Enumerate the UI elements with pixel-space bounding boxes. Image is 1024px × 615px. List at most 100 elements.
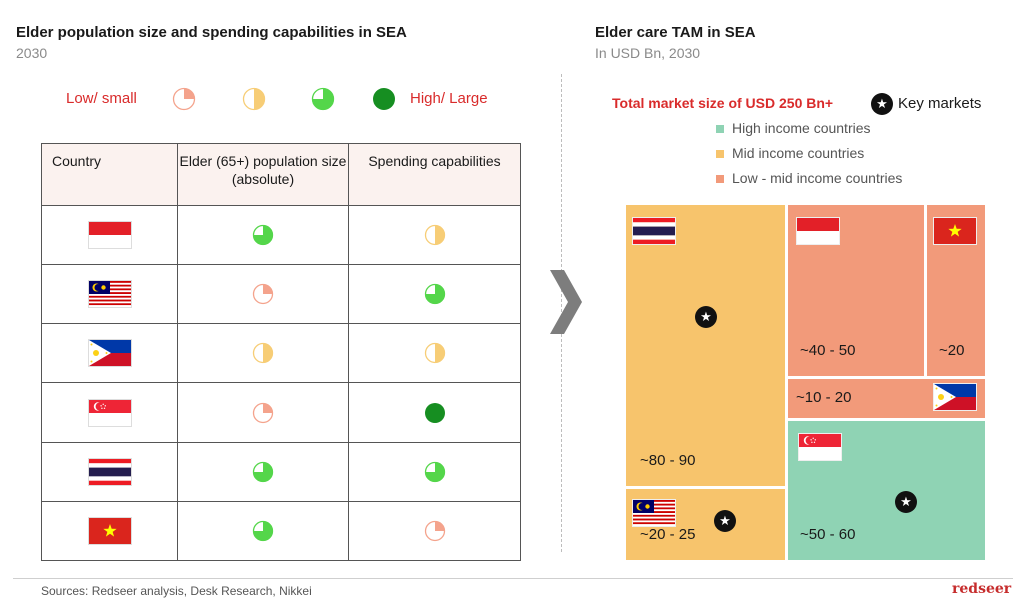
treemap-value-label: ~20 [939,342,965,359]
legend-harvey-item [242,87,266,111]
header-population: Elder (65+) population size (absolute) [177,143,349,206]
income-legend-item: Low - mid income countries [716,170,902,186]
country-cell [41,500,178,562]
harvey-ball-icon [424,461,445,482]
treemap-value-label: ~20 - 25 [640,526,696,543]
population-cell [177,323,349,384]
treemap-cell: ~20 - 25 ★ [626,489,785,560]
indonesia-flag [87,221,132,250]
left-subtitle: 2030 [16,45,48,61]
treemap-value-label: ~10 - 20 [796,389,852,406]
country-cell [41,441,178,502]
harvey-ball-icon [424,343,445,364]
table-row [41,204,521,266]
harvey-ball-icon [252,224,274,246]
income-legend-item: High income countries [716,120,871,136]
left-title: Elder population size and spending capab… [16,24,407,41]
table-row [41,323,521,384]
treemap-value-label: ~50 - 60 [800,526,856,543]
harvey-ball-icon [242,87,266,111]
key-market-star-icon: ★ [895,491,917,513]
country-table: Country Elder (65+) population size (abs… [41,143,521,562]
vietnam-flag [87,516,132,545]
treemap-cell: ~80 - 90 ★ [626,205,785,486]
malaysia-flag [87,280,132,309]
harvey-ball-icon [424,402,445,423]
panel-divider [561,74,562,552]
legend-swatch [716,125,724,134]
harvey-ball-icon [424,284,445,305]
singapore-flag [87,398,132,427]
spending-cell [348,382,521,443]
table-header-row: Country Elder (65+) population size (abs… [41,143,521,206]
key-markets-label: Key markets [898,95,982,112]
country-cell [41,323,178,384]
harvey-ball-icon [311,87,335,111]
population-cell [177,441,349,502]
harvey-ball-icon [252,520,274,542]
key-market-star-icon: ★ [714,510,736,532]
population-cell [177,264,349,325]
treemap-value-label: ~80 - 90 [640,452,696,469]
total-market-label: Total market size of USD 250 Bn+ [612,95,834,111]
country-cell [41,204,178,266]
treemap-cell: ~10 - 20 [788,379,985,418]
legend-harvey-item [172,87,196,111]
header-country: Country [41,143,178,206]
legend-swatch [716,175,724,184]
key-market-star-icon: ★ [695,306,717,328]
singapore-flag [798,433,842,461]
right-subtitle: In USD Bn, 2030 [595,45,701,61]
brand-logo: redseer [952,581,1012,597]
vietnam-flag [933,217,977,245]
legend-high-label: High/ Large [410,90,488,107]
spending-cell [348,500,521,562]
harvey-ball-icon [252,402,274,423]
harvey-ball-icon [424,520,445,542]
legend-harvey-item [372,87,396,111]
thailand-flag [87,457,132,486]
harvey-ball-icon [373,88,395,110]
spending-cell [348,323,521,384]
sources-text: Sources: Redseer analysis, Desk Research… [41,584,312,598]
table-row [41,500,521,562]
thailand-flag [632,217,676,245]
population-cell [177,500,349,562]
legend-label: High income countries [732,120,871,136]
star-icon: ★ [871,93,893,115]
table-row [41,441,521,502]
harvey-ball-icon [172,87,196,111]
treemap-cell: ~40 - 50 [788,205,924,376]
treemap-value-label: ~40 - 50 [800,342,856,359]
table-body [41,204,521,562]
philippines-flag [87,339,132,368]
spending-cell [348,264,521,325]
header-spending: Spending capabilities [348,143,521,206]
table-row [41,264,521,325]
harvey-ball-icon [252,284,274,305]
harvey-ball-icon [252,343,274,364]
philippines-flag [933,383,977,411]
harvey-ball-icon [424,224,445,246]
legend-label: Mid income countries [732,145,865,161]
population-cell [177,382,349,443]
legend-label: Low - mid income countries [732,170,903,186]
income-legend-item: Mid income countries [716,145,864,161]
malaysia-flag [632,499,676,527]
indonesia-flag [796,217,840,245]
legend-harvey-item [311,87,335,111]
treemap: ~80 - 90 ★ ~20 - 25 ★ ~40 - 50 ~20 ~10 - 20 ~50… [626,205,985,560]
spending-cell [348,204,521,266]
right-title: Elder care TAM in SEA [595,24,756,41]
table-row [41,382,521,443]
harvey-ball-icon [252,461,274,482]
legend-swatch [716,150,724,159]
country-cell [41,382,178,443]
country-cell [41,264,178,325]
population-cell [177,204,349,266]
chevron-right-icon [550,270,582,334]
legend-low-label: Low/ small [66,90,137,107]
footer-divider [13,578,1013,579]
treemap-cell: ~20 [927,205,985,376]
treemap-cell: ~50 - 60 ★ [788,421,985,560]
